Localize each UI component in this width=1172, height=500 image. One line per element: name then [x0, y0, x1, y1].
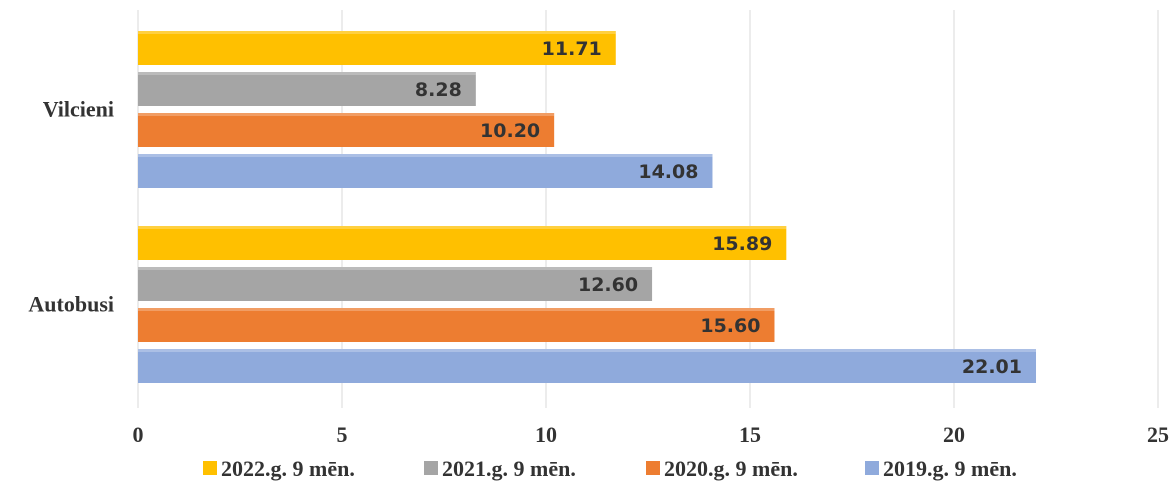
- legend-swatch-2: [646, 461, 660, 475]
- data-label-vilcieni-2: 10.20: [480, 120, 540, 142]
- data-label-vilcieni-1: 8.28: [415, 79, 462, 101]
- category-label-vilcieni: Vilcieni: [43, 97, 114, 122]
- data-label-autobusi-3: 22.01: [962, 356, 1022, 378]
- x-tick-label-10: 10: [535, 422, 557, 447]
- bar-highlight-autobusi-2: [138, 308, 775, 311]
- data-label-vilcieni-0: 11.71: [542, 38, 602, 60]
- legend-label-2: 2020.g. 9 mēn.: [664, 456, 798, 481]
- bar-vilcieni-1: [138, 72, 476, 106]
- bar-highlight-vilcieni-2: [138, 113, 555, 116]
- legend-swatch-0: [203, 461, 217, 475]
- bars: 11.71 8.28 10.20 14.08 15.89 12.60 15.60 22.01: [138, 31, 1037, 383]
- bar-autobusi-0: [138, 226, 787, 260]
- data-label-autobusi-2: 15.60: [700, 315, 760, 337]
- bar-highlight-autobusi-0: [138, 226, 787, 229]
- data-label-vilcieni-3: 14.08: [638, 161, 698, 183]
- x-tick-label-5: 5: [337, 422, 348, 447]
- bar-highlight-vilcieni-3: [138, 154, 713, 157]
- bar-autobusi-2: [138, 308, 775, 342]
- data-label-autobusi-0: 15.89: [712, 233, 772, 255]
- gridlines: [137, 10, 1159, 408]
- legend-label-0: 2022.g. 9 mēn.: [221, 456, 355, 481]
- axes: 0 5 10 15 20 25 Vilcieni Autobusi: [28, 97, 1169, 448]
- bar-highlight-autobusi-3: [138, 349, 1037, 352]
- legend: 2022.g. 9 mēn. 2021.g. 9 mēn. 2020.g. 9 mē…: [203, 456, 1017, 481]
- bar-autobusi-1: [138, 267, 653, 301]
- legend-label-3: 2019.g. 9 mēn.: [883, 456, 1017, 481]
- x-tick-label-20: 20: [943, 422, 965, 447]
- bar-highlight-vilcieni-1: [138, 72, 476, 75]
- bar-highlight-vilcieni-0: [138, 31, 616, 34]
- bar-highlight-autobusi-1: [138, 267, 653, 270]
- x-tick-label-25: 25: [1147, 422, 1169, 447]
- x-tick-label-0: 0: [133, 422, 144, 447]
- bar-vilcieni-0: [138, 31, 616, 65]
- category-label-autobusi: Autobusi: [28, 292, 114, 317]
- bar-vilcieni-2: [138, 113, 555, 147]
- bar-autobusi-3: [138, 349, 1037, 383]
- legend-label-1: 2021.g. 9 mēn.: [442, 456, 576, 481]
- bar-vilcieni-3: [138, 154, 713, 188]
- legend-swatch-1: [424, 461, 438, 475]
- legend-swatch-3: [865, 461, 879, 475]
- data-label-autobusi-1: 12.60: [578, 274, 638, 296]
- x-tick-label-15: 15: [739, 422, 761, 447]
